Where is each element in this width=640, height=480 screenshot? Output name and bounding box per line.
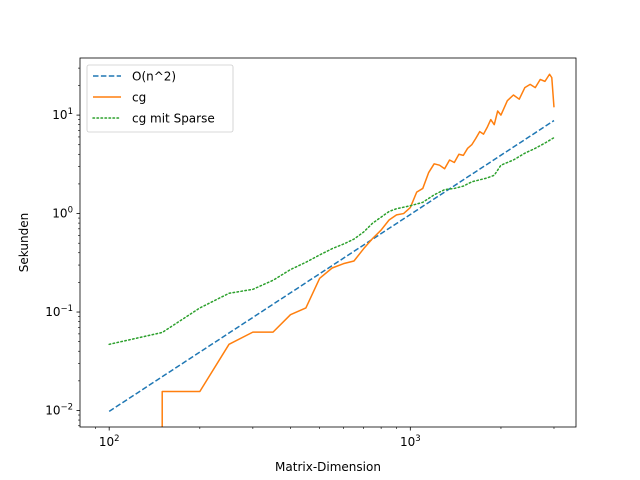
legend: O(n^2) cg cg mit Sparse	[86, 64, 234, 133]
series-layer	[108, 73, 555, 427]
x-tick-label: 102	[99, 434, 120, 449]
y-tick-label: 100	[52, 206, 73, 221]
y-axis-label: Sekunden	[17, 213, 31, 272]
y-tick-label: 10−2	[45, 403, 73, 418]
y-tick-label: 101	[52, 107, 73, 122]
y-axis-ticks: 10−2 10−1 100 101	[45, 67, 80, 427]
series-line-3	[108, 136, 555, 346]
legend-box	[86, 64, 234, 133]
x-tick-label: 103	[400, 434, 421, 449]
series-line-2	[161, 73, 555, 427]
x-axis-label: Matrix-Dimension	[275, 460, 381, 474]
plot-frame	[79, 57, 577, 428]
series-line-1	[108, 119, 555, 412]
legend-label-3: cg mit Sparse	[132, 112, 215, 126]
y-tick-label: 10−1	[45, 304, 73, 319]
legend-label-2: cg	[132, 91, 146, 105]
legend-label-1: O(n^2)	[132, 70, 176, 84]
legend-entries: O(n^2) cg cg mit Sparse	[92, 70, 215, 126]
